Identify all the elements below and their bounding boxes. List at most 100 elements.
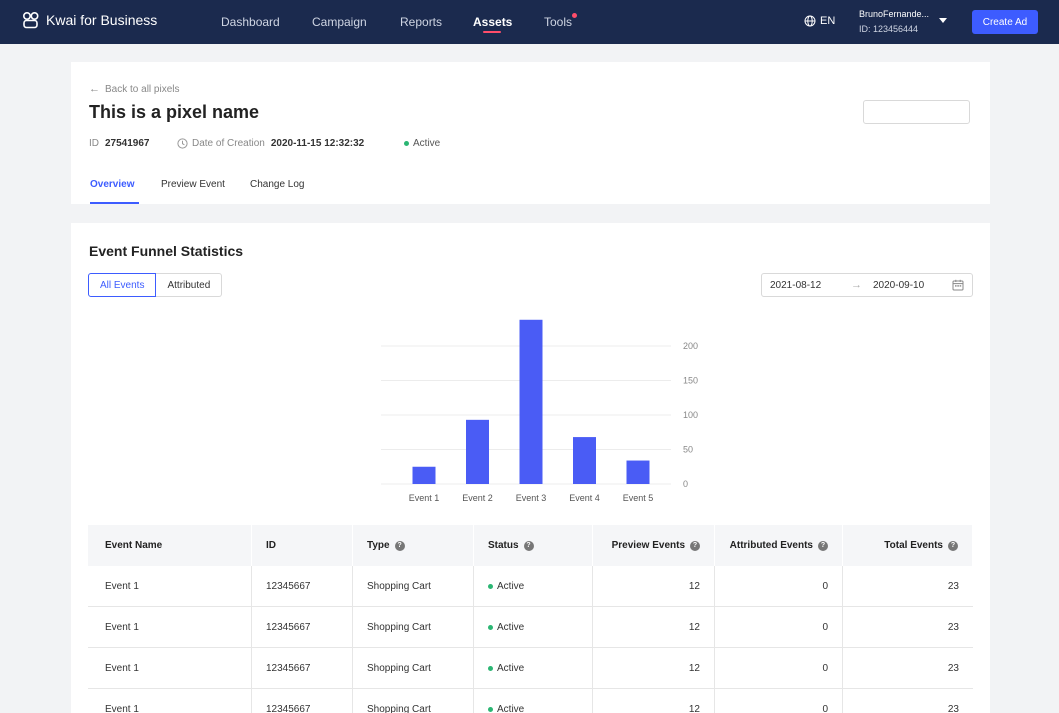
cell-id: 12345667: [252, 566, 353, 606]
column-header-type: Type?: [353, 525, 474, 566]
column-header-preview-events: Preview Events?: [593, 525, 715, 566]
cell-attributed-events: 0: [715, 648, 843, 688]
tab-overview[interactable]: Overview: [90, 179, 135, 190]
active-nav-indicator: [483, 31, 501, 33]
bar[interactable]: [412, 466, 436, 484]
x-tick-label: Event 1: [409, 493, 440, 503]
cell-status: Active: [474, 648, 593, 688]
pixel-id-label: ID: [89, 138, 99, 149]
cell-attributed-events: 0: [715, 689, 843, 713]
event-filter-toggle: All Events Attributed: [88, 273, 223, 297]
y-tick-label: 0: [683, 479, 688, 489]
help-icon[interactable]: ?: [523, 540, 534, 551]
column-header-status: Status?: [474, 525, 593, 566]
account-dropdown-icon[interactable]: [939, 18, 947, 23]
y-tick-label: 100: [683, 410, 698, 420]
creation-date-label: Date of Creation: [192, 138, 265, 149]
tab-change-log[interactable]: Change Log: [250, 179, 305, 190]
cell-id: 12345667: [252, 607, 353, 647]
account-name[interactable]: BrunoFernande...: [859, 9, 930, 19]
back-to-pixels-link[interactable]: ← Back to all pixels: [89, 83, 179, 95]
status-dot-icon: [488, 706, 493, 712]
bar[interactable]: [519, 319, 543, 484]
brand[interactable]: Kwai for Business: [22, 11, 157, 29]
cell-id: 12345667: [252, 648, 353, 688]
events-table: Event Name ID Type? Status? Preview Even…: [88, 525, 973, 713]
cell-preview-events: 12: [593, 689, 715, 713]
cell-event-name: Event 1: [88, 566, 252, 606]
status-dot-icon: [488, 624, 493, 630]
all-events-button[interactable]: All Events: [88, 273, 157, 297]
column-header-attributed-events: Attributed Events?: [715, 525, 843, 566]
arrow-left-icon: ←: [89, 83, 100, 95]
y-tick-label: 150: [683, 376, 698, 386]
pixel-status-value: Active: [413, 138, 441, 149]
account-id: ID: 123456444: [859, 24, 919, 34]
pixel-header-card: ← Back to all pixels This is a pixel nam…: [71, 62, 990, 204]
bar[interactable]: [573, 437, 596, 484]
status-dot-icon: [488, 665, 493, 671]
column-header-id: ID: [252, 525, 353, 566]
table-header-row: Event Name ID Type? Status? Preview Even…: [88, 525, 973, 566]
column-header-event-name: Event Name: [88, 525, 252, 566]
help-icon[interactable]: ?: [690, 540, 700, 551]
nav-item-dashboard[interactable]: Dashboard: [221, 15, 280, 29]
cell-total-events: 23: [947, 621, 959, 633]
nav-item-reports[interactable]: Reports: [400, 15, 443, 29]
cell-attributed-events: 0: [715, 607, 843, 647]
table-row[interactable]: Event 1 12345667 Shopping Cart Active 12 0 23: [88, 648, 973, 689]
tab-preview-event[interactable]: Preview Event: [161, 179, 225, 190]
date-range-picker[interactable]: 2021-08-12 → 2020-09-10: [761, 273, 973, 297]
table-row[interactable]: Event 1 12345667 Shopping Cart Active 12 0 23: [88, 566, 973, 607]
bar[interactable]: [626, 460, 650, 484]
brand-name: Kwai for Business: [46, 12, 158, 28]
table-row[interactable]: Event 1 12345667 Shopping Cart Active 12 0 23: [88, 689, 973, 713]
cell-status: Active: [474, 566, 593, 606]
cell-status: Active: [474, 607, 593, 647]
cell-total-events: 23: [947, 580, 959, 592]
x-tick-label: Event 2: [462, 493, 493, 503]
section-title: Event Funnel Statistics: [89, 243, 244, 259]
creation-date: Date of Creation 2020-11-15 12:32:32: [177, 138, 364, 149]
cell-type: Shopping Cart: [353, 607, 474, 647]
y-tick-label: 200: [683, 341, 698, 351]
help-icon[interactable]: ?: [948, 540, 958, 551]
table-body: Event 1 12345667 Shopping Cart Active 12 0 23 E…: [88, 566, 973, 713]
kwai-logo-icon: [22, 11, 39, 29]
cell-preview-events: 12: [593, 566, 715, 606]
cell-type: Shopping Cart: [353, 648, 474, 688]
pixel-id-value: 27541967: [105, 138, 150, 149]
calendar-icon: [952, 279, 964, 291]
date-start[interactable]: 2021-08-12: [770, 280, 822, 291]
back-link-label: Back to all pixels: [105, 83, 180, 95]
event-funnel-bar-chart: 0 50 100 150 200 Event 1 Event 2 Event 3 Event 4…: [381, 319, 698, 503]
nav-item-tools[interactable]: Tools: [544, 15, 573, 29]
status-dot-icon: [488, 583, 493, 589]
help-icon[interactable]: ?: [394, 540, 405, 551]
date-end[interactable]: 2020-09-10: [873, 280, 925, 291]
nav-item-assets[interactable]: Assets: [473, 15, 513, 29]
cell-event-name: Event 1: [88, 648, 252, 688]
status-dot-icon: [404, 141, 409, 146]
globe-icon: [804, 15, 816, 27]
attributed-button[interactable]: Attributed: [156, 273, 223, 297]
page-title: This is a pixel name: [89, 102, 260, 122]
language-selector[interactable]: EN: [804, 15, 835, 27]
cell-event-name: Event 1: [88, 689, 252, 713]
clock-icon: [177, 138, 188, 149]
bar[interactable]: [466, 419, 489, 484]
header-input-field[interactable]: [863, 100, 970, 124]
pixel-status: Active: [404, 138, 440, 149]
cell-id: 12345667: [252, 689, 353, 713]
create-ad-button[interactable]: Create Ad: [972, 10, 1038, 34]
table-row[interactable]: Event 1 12345667 Shopping Cart Active 12 0 23: [88, 607, 973, 648]
y-tick-label: 50: [683, 445, 693, 455]
x-tick-label: Event 5: [623, 493, 654, 503]
x-tick-label: Event 4: [569, 493, 600, 503]
arrow-right-icon: →: [851, 279, 862, 291]
nav-item-campaign[interactable]: Campaign: [312, 15, 367, 29]
cell-total-events: 23: [947, 703, 959, 713]
cell-preview-events: 12: [593, 607, 715, 647]
top-navigation-bar: Kwai for Business Dashboard Campaign Rep…: [0, 0, 1059, 44]
help-icon[interactable]: ?: [818, 540, 828, 551]
